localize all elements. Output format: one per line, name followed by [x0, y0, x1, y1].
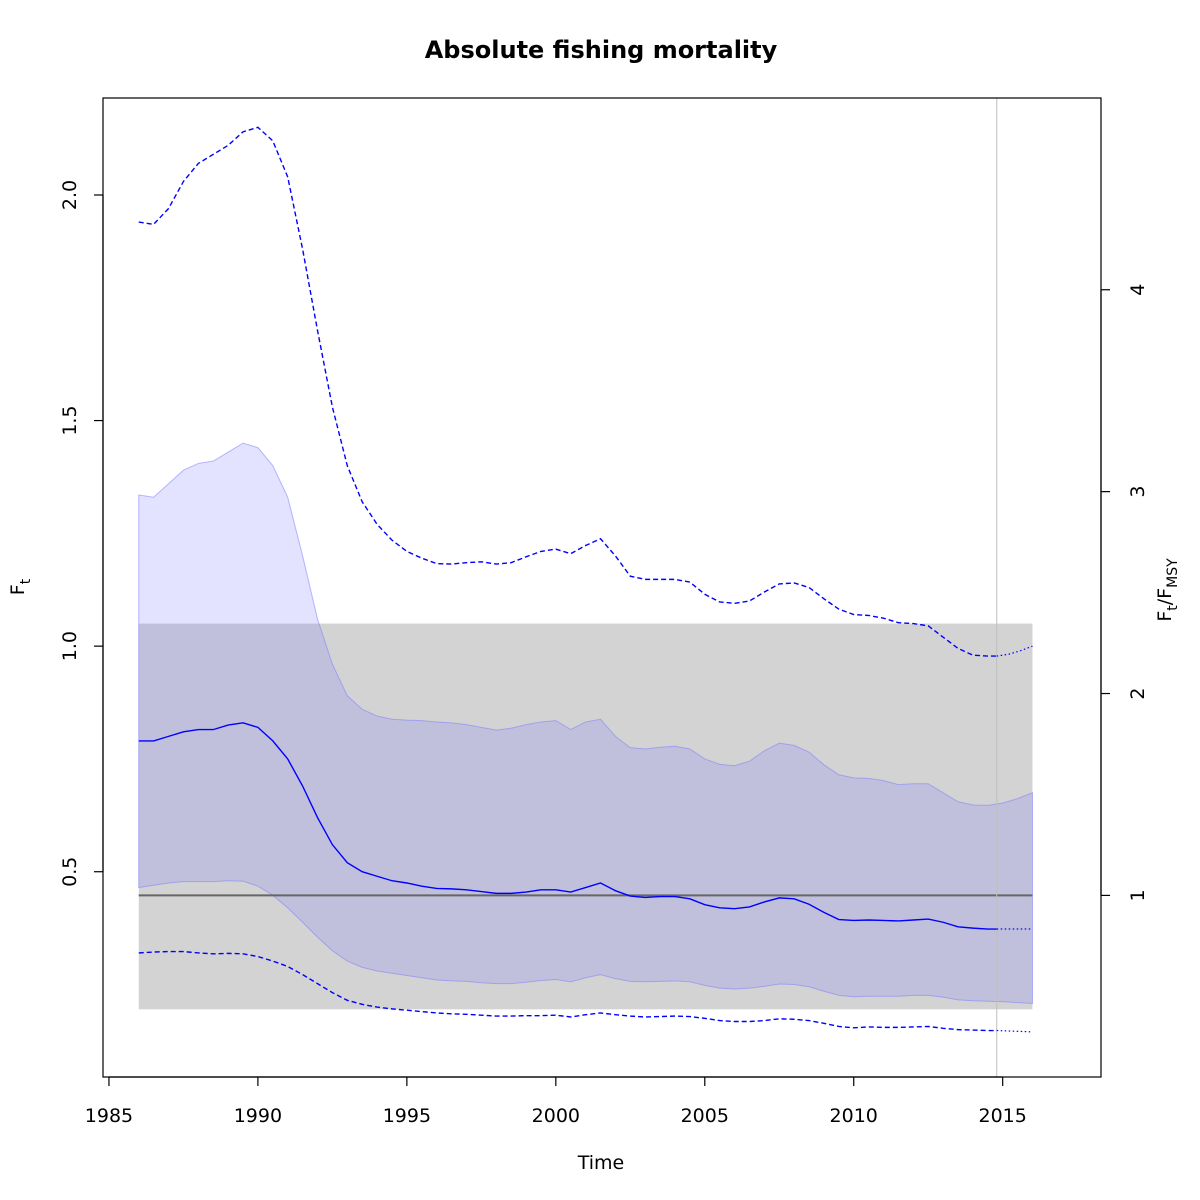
x-tick-label: 1985: [85, 1105, 133, 1127]
y-tick-label: 0.5: [59, 857, 81, 887]
x-axis-label: Time: [577, 1152, 625, 1174]
y2-tick-label: 3: [1127, 486, 1149, 498]
chart-title: Absolute fishing mortality: [425, 36, 778, 64]
y2-axis-label-den-sub: MSY: [1165, 558, 1181, 588]
x-tick-label: 2000: [532, 1105, 580, 1127]
x-tick-label: 1995: [383, 1105, 431, 1127]
x-tick-label: 2015: [979, 1105, 1027, 1127]
x-tick-label: 2010: [830, 1105, 878, 1127]
y-axis-label-main: F: [7, 584, 29, 595]
estimate-line: [138, 722, 997, 930]
y2-axis-label-num: F: [1154, 611, 1176, 622]
lower-ci-line: [138, 950, 997, 1032]
fmsy-reference-band: [138, 623, 1033, 1010]
y-axis: 0.5 1.0 1.5 2.0: [59, 180, 104, 887]
y-axis-label-sub: t: [18, 578, 34, 584]
x-tick-label: 2005: [681, 1105, 729, 1127]
ci-band: [138, 442, 1033, 1004]
lower-ci-line-prediction: [996, 1029, 1033, 1033]
x-axis: 1985 1990 1995 2000 2005 2010 2015: [85, 1076, 1027, 1127]
y-tick-label: 2.0: [59, 180, 81, 210]
y2-axis-label-sep: /: [1154, 598, 1176, 605]
y2-axis-label-num-sub: t: [1165, 605, 1181, 611]
x-tick-label: 1990: [234, 1105, 282, 1127]
y2-axis: 1 2 3 4: [1100, 284, 1149, 901]
y2-axis-label-den: F: [1154, 588, 1176, 599]
y-tick-label: 1.0: [59, 631, 81, 661]
y2-tick-label: 2: [1127, 687, 1149, 699]
upper-ci-line: [138, 126, 997, 657]
plot-area: [138, 98, 1033, 1077]
y2-tick-label: 1: [1127, 889, 1149, 901]
y2-axis-label: Ft/FMSY: [1154, 558, 1181, 622]
y-axis-label: Ft: [7, 578, 34, 595]
y2-tick-label: 4: [1127, 284, 1149, 296]
y-tick-label: 1.5: [59, 405, 81, 435]
